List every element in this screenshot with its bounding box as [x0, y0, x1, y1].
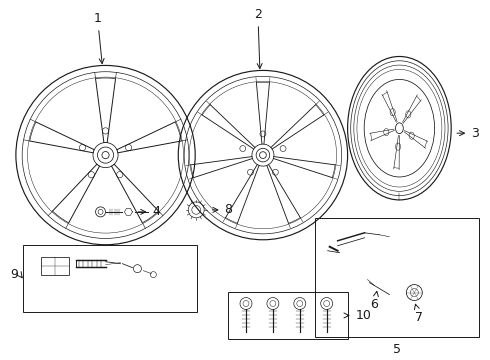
Text: 2: 2 [254, 8, 262, 68]
Bar [228, 292, 347, 339]
Bar [41, 257, 69, 275]
Text: 10: 10 [344, 309, 371, 322]
Text: 6: 6 [370, 291, 378, 311]
Text: 4: 4 [138, 205, 160, 219]
Text: 7: 7 [415, 304, 423, 324]
Text: 9: 9 [10, 268, 18, 281]
Text: 3: 3 [457, 127, 479, 140]
Text: 1: 1 [94, 12, 104, 64]
Text: 8: 8 [212, 203, 232, 216]
Bar [315, 218, 479, 337]
Text: 5: 5 [393, 343, 401, 356]
Bar [23, 245, 197, 312]
